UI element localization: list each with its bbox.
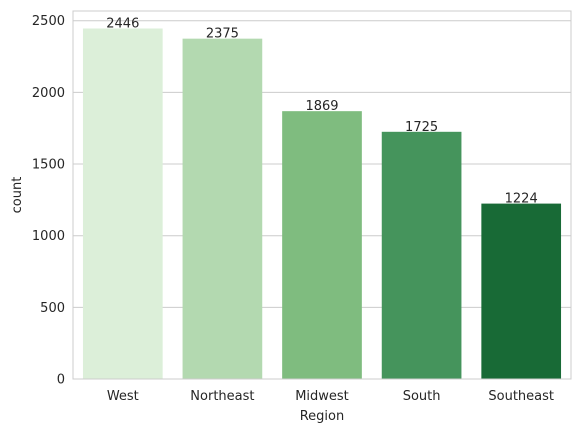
bar-south	[381, 131, 462, 379]
x-axis-title: Region	[300, 409, 345, 424]
y-tick-label: 1500	[32, 158, 65, 173]
y-axis-title: count	[10, 177, 25, 214]
x-tick-label-south: South	[403, 389, 441, 404]
y-tick-label: 0	[57, 373, 65, 388]
x-tick-label-northeast: Northeast	[190, 389, 254, 404]
x-tick-labels: West Northeast Midwest South Southeast	[107, 389, 554, 404]
bars	[82, 28, 562, 380]
y-tick-label: 2500	[32, 14, 65, 29]
bar-midwest	[282, 111, 362, 380]
y-tick-label: 2000	[32, 86, 65, 101]
bar-southeast	[481, 203, 562, 379]
y-tick-labels: 0 500 1000 1500 2000 2500	[32, 14, 65, 387]
y-tick-label: 1000	[32, 229, 65, 244]
x-tick-label-southeast: Southeast	[488, 389, 554, 404]
data-label-northeast: 2375	[206, 27, 239, 42]
data-label-midwest: 1869	[305, 99, 338, 114]
bar-northeast	[182, 38, 263, 380]
data-label-south: 1725	[405, 120, 438, 135]
x-tick-label-midwest: Midwest	[295, 389, 349, 404]
y-tick-label: 500	[40, 301, 65, 316]
data-labels: 2446 2375 1869 1725 1224	[106, 16, 537, 206]
plot-frame	[72, 10, 572, 380]
bar-west	[82, 28, 163, 379]
x-tick-label-west: West	[107, 389, 139, 404]
data-label-west: 2446	[106, 16, 139, 31]
data-label-southeast: 1224	[505, 192, 538, 207]
